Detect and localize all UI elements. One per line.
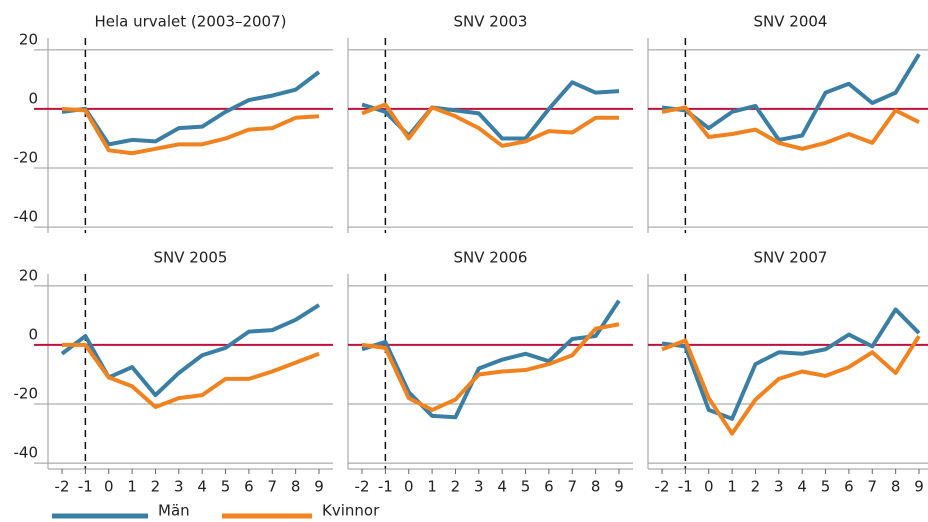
y-tick-label: -20 [14, 149, 39, 167]
series-line [60, 303, 321, 398]
x-tick-label: 5 [221, 478, 231, 496]
legend-label: Män [158, 502, 190, 520]
series-line [361, 102, 619, 148]
x-tick-label: 0 [704, 478, 714, 496]
x-tick-label: 3 [474, 478, 484, 496]
x-tick-label: -2 [655, 478, 670, 496]
x-tick-label: 5 [521, 478, 531, 496]
x-tick-label: 1 [127, 478, 137, 496]
y-tick-label: 20 [19, 30, 38, 48]
x-tick-label: 8 [591, 478, 601, 496]
legend-label: Kvinnor [322, 502, 380, 520]
y-tick-label: -20 [14, 385, 39, 403]
x-tick-label: 7 [867, 478, 877, 496]
y-tick-label: 0 [28, 89, 38, 107]
x-tick-label: 6 [244, 478, 254, 496]
x-tick-label: 9 [614, 478, 624, 496]
series-line [62, 342, 320, 409]
x-tick-label: 2 [151, 478, 161, 496]
x-tick-label: 6 [544, 478, 554, 496]
y-tick-label: -40 [14, 444, 39, 462]
panel-title: SNV 2005 [154, 249, 228, 267]
x-tick-label: 1 [427, 478, 437, 496]
x-tick-label: 7 [267, 478, 277, 496]
x-tick-label: 6 [844, 478, 854, 496]
x-tick-label: 1 [727, 478, 737, 496]
x-tick-label: 3 [174, 478, 184, 496]
panel-title: SNV 2007 [754, 249, 828, 267]
x-tick-label: 9 [314, 478, 324, 496]
x-tick-label: 3 [774, 478, 784, 496]
series-line [61, 70, 321, 147]
x-tick-label: 2 [751, 478, 761, 496]
x-tick-label: 0 [104, 478, 114, 496]
x-tick-label: 9 [914, 478, 924, 496]
series-line [661, 307, 921, 421]
x-tick-label: -1 [678, 478, 693, 496]
panel-title: SNV 2003 [454, 13, 528, 31]
panel-title: SNV 2006 [454, 249, 528, 267]
x-tick-label: 8 [891, 478, 901, 496]
x-tick-label: 5 [821, 478, 831, 496]
y-tick-label: -40 [14, 208, 39, 226]
x-tick-label: -2 [355, 478, 370, 496]
series-line [661, 105, 920, 151]
x-tick-label: 2 [451, 478, 461, 496]
panel-title: SNV 2004 [754, 13, 828, 31]
x-tick-label: 4 [797, 478, 807, 496]
series-line [661, 334, 921, 436]
x-tick-label: 7 [567, 478, 577, 496]
x-tick-label: -2 [55, 478, 70, 496]
series-line [661, 53, 921, 142]
x-tick-label: 0 [404, 478, 414, 496]
y-tick-label: 20 [19, 266, 38, 284]
panel-title: Hela urvalet (2003–2007) [95, 13, 287, 31]
series-line [61, 106, 320, 156]
x-tick-label: 8 [291, 478, 301, 496]
x-tick-label: 4 [197, 478, 207, 496]
x-tick-label: -1 [378, 478, 393, 496]
series-line [361, 322, 620, 412]
series-line [361, 299, 621, 420]
y-tick-label: 0 [28, 325, 38, 343]
x-tick-label: 4 [497, 478, 507, 496]
x-tick-label: -1 [78, 478, 93, 496]
